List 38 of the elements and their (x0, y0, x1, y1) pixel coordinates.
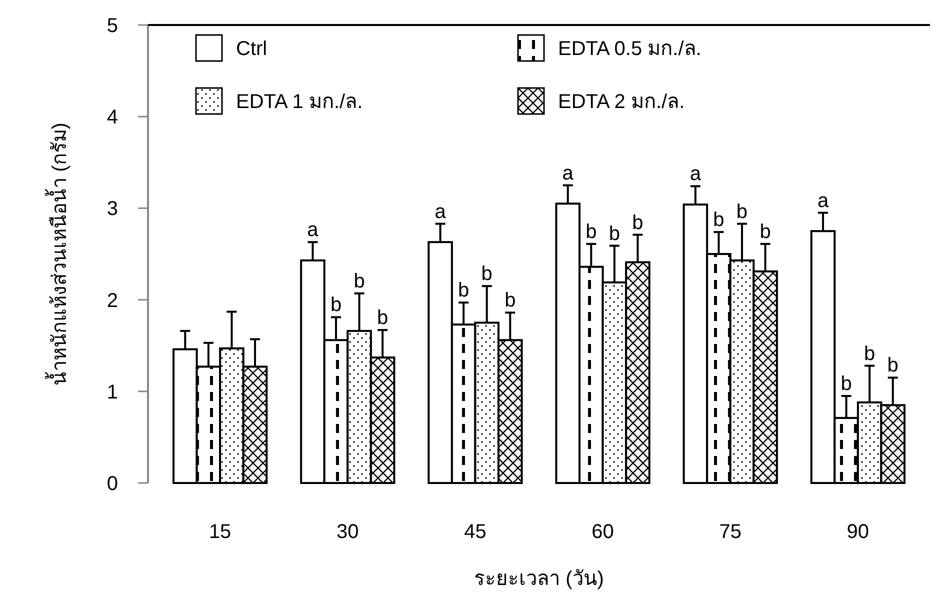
x-tick-label: 15 (208, 521, 232, 543)
data-label: b (458, 280, 470, 302)
y-tick-label: 0 (106, 473, 118, 495)
x-axis-title: ระยะเวลา (วัน) (474, 568, 604, 590)
y-tick-label: 1 (106, 381, 118, 404)
legend-label: EDTA 2 มก./ล. (558, 91, 685, 113)
data-label: a (817, 190, 830, 212)
data-label: b (504, 290, 516, 312)
data-label: b (354, 270, 365, 292)
y-axis-title: น้ำหนักแห้งส่วนเหนือน้ำ (กรัม) (45, 122, 71, 386)
data-label: b (713, 209, 724, 232)
x-tick-label: 75 (719, 521, 742, 543)
data-label: b (887, 354, 898, 377)
data-label: a (562, 162, 574, 184)
legend-label: EDTA 1 มก./ล. (236, 91, 363, 113)
data-label: b (330, 294, 342, 316)
data-label: b (736, 200, 748, 223)
data-label: b (840, 372, 852, 395)
data-label: b (481, 263, 492, 286)
data-label: a (434, 200, 447, 223)
x-tick-label: 30 (336, 521, 359, 543)
x-tick-label: 60 (592, 521, 614, 543)
data-label: b (377, 307, 388, 330)
y-tick-label: 5 (106, 15, 118, 37)
data-label: b (864, 342, 876, 365)
x-tick-label: 45 (464, 521, 486, 543)
data-label: b (632, 212, 644, 234)
legend-label: EDTA 0.5 มก./ล. (558, 38, 702, 60)
data-label: b (760, 220, 771, 243)
x-tick-label: 90 (846, 521, 870, 543)
legend-label: Ctrl (236, 38, 268, 60)
data-label: a (690, 163, 702, 186)
data-label: b (586, 220, 597, 243)
y-tick-label: 3 (106, 198, 118, 220)
y-tick-label: 4 (106, 106, 118, 129)
data-label: b (608, 222, 620, 245)
y-tick-label: 2 (106, 290, 118, 312)
data-label: a (307, 219, 320, 242)
